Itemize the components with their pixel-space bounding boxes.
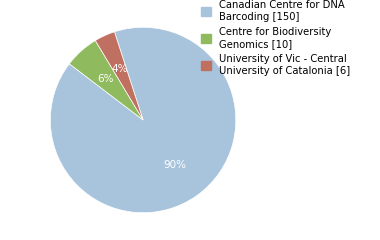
Wedge shape [95,32,143,120]
Text: 90%: 90% [164,160,187,170]
Text: 6%: 6% [98,74,114,84]
Text: 4%: 4% [112,64,128,74]
Wedge shape [51,27,236,213]
Wedge shape [69,41,143,120]
Legend: Canadian Centre for DNA
Barcoding [150], Centre for Biodiversity
Genomics [10], : Canadian Centre for DNA Barcoding [150],… [201,0,350,76]
